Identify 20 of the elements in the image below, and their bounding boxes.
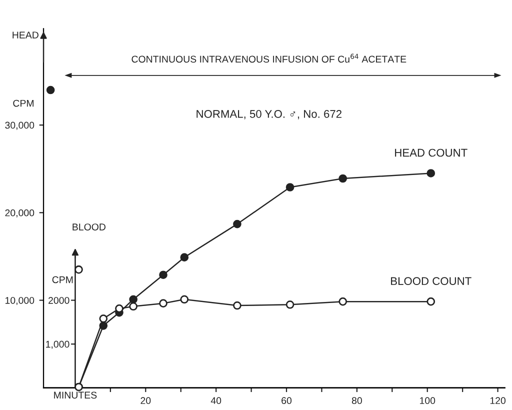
y2-tick-label: 1,000 <box>46 340 70 349</box>
x-tick-label: 20 <box>140 397 151 404</box>
y-tick-label: 10,000 <box>6 296 34 306</box>
annotation: CPM <box>52 276 73 284</box>
x-tick-label: 120 <box>490 397 506 404</box>
x-tick-label: 60 <box>282 397 292 404</box>
x-tick-label: 100 <box>420 397 436 404</box>
y2-tick-label: 2000 <box>48 296 70 304</box>
y-axis-title: HEAD <box>12 32 38 38</box>
annotation: CONTINUOUS INTRAVENOUS INFUSION OF Cu$^{64}$ ACETATE <box>132 54 406 63</box>
y2-axis-title: BLOOD <box>72 224 106 230</box>
text: CPM <box>13 100 34 107</box>
y-tick-label: 20,000 <box>5 209 34 218</box>
x-tick-label: 80 <box>352 397 362 404</box>
x-axis-title: MINUTES <box>54 392 97 399</box>
y-tick-label: 30,000 <box>5 122 34 130</box>
series-label: HEAD COUNT <box>395 148 468 157</box>
x-tick-label: 40 <box>210 397 222 404</box>
annotation: NORMAL, 50 Y.O. ♂, No. 672 <box>196 110 342 120</box>
series-label: BLOOD COUNT <box>391 277 472 286</box>
